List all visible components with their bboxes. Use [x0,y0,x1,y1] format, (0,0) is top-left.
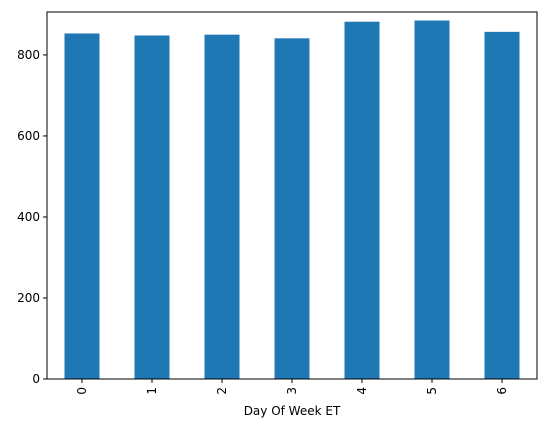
y-tick-label: 600 [17,129,40,143]
y-tick-label: 400 [17,210,40,224]
bar-1 [134,35,170,380]
x-tick-label: 5 [425,387,439,395]
bar-0 [64,33,100,379]
x-axis-ticks: 0 1 2 3 4 5 6 [75,379,509,395]
x-axis-label: Day Of Week ET [244,404,341,418]
y-tick-label: 0 [32,372,40,386]
bar-4 [344,21,380,379]
x-tick-label: 6 [495,387,509,395]
x-tick-label: 1 [145,387,159,395]
x-tick-label: 3 [285,387,299,395]
y-tick-label: 200 [17,291,40,305]
bar-3 [274,38,310,379]
y-tick-label: 800 [17,48,40,62]
bar-2 [204,34,240,380]
y-axis-ticks: 0 200 400 600 800 [17,48,47,386]
x-tick-label: 0 [75,387,89,395]
x-tick-label: 4 [355,387,369,395]
bars-layer [64,20,520,380]
x-tick-label: 2 [215,387,229,395]
bar-5 [414,20,450,379]
bar-6 [484,31,520,379]
